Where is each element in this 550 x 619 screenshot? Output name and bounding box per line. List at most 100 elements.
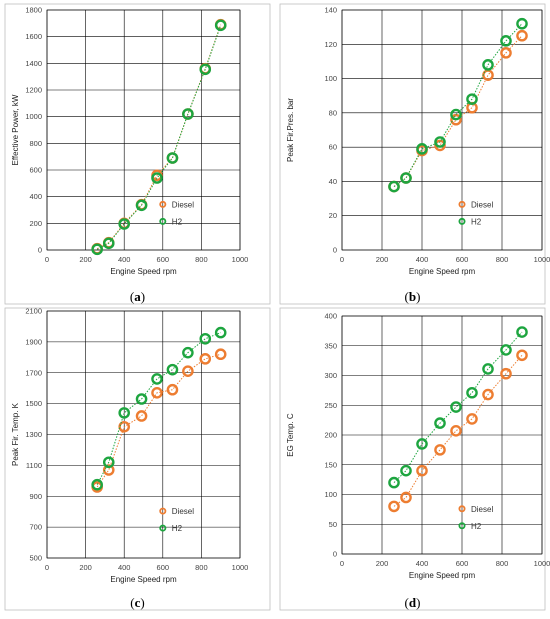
series-line-h2 (96, 25, 222, 250)
x-tick-label: 0 (45, 563, 49, 572)
x-axis-title: Engine Speed rpm (110, 267, 177, 276)
y-tick-label: 1100 (26, 461, 42, 470)
x-tick-label: 800 (195, 255, 208, 264)
y-tick-label: 1300 (25, 430, 42, 439)
panel-frame (4, 307, 271, 611)
y-tick-label: 60 (329, 143, 337, 152)
x-tick-label: 600 (456, 559, 469, 568)
data-point-diesel (102, 464, 115, 476)
x-axis-title: Engine Speed rpm (110, 575, 177, 584)
legend-marker-h2 (159, 217, 167, 225)
x-tick-label: 600 (157, 255, 170, 264)
data-point-h2 (199, 63, 212, 76)
y-axis-title: Peak Fir. Temp. K (11, 402, 20, 466)
legend-marker-diesel (458, 505, 466, 513)
y-tick-label: 600 (29, 166, 42, 175)
data-point-h2 (118, 218, 130, 230)
data-point-h2 (135, 199, 148, 212)
data-point-h2 (482, 363, 494, 375)
x-axis-title: Engine Speed rpm (409, 267, 476, 276)
x-tick-label: 1000 (534, 559, 550, 568)
x-tick-label: 200 (79, 563, 92, 572)
data-point-h2 (91, 243, 103, 256)
legend-marker-diesel (159, 200, 167, 208)
y-tick-label: 0 (333, 550, 337, 559)
data-point-diesel (482, 388, 494, 401)
y-tick-label: 1700 (25, 368, 42, 377)
legend-marker-diesel (159, 507, 167, 515)
data-point-h2 (182, 108, 194, 120)
data-point-h2 (102, 456, 115, 469)
data-point-h2 (416, 438, 428, 450)
y-axis-title: Peak Fir.Pres. bar (286, 98, 295, 162)
data-point-h2 (166, 363, 179, 376)
panel-frame (279, 3, 546, 305)
data-point-h2 (102, 237, 115, 250)
data-point-diesel (118, 420, 130, 433)
panel-label: (c) (130, 595, 144, 610)
y-tick-label: 300 (324, 371, 337, 380)
data-point-diesel (151, 387, 163, 399)
plot-area (46, 9, 241, 251)
data-point-h2 (91, 478, 103, 491)
data-point-h2 (135, 393, 148, 405)
y-tick-label: 250 (324, 401, 337, 410)
data-point-diesel (388, 500, 400, 513)
series-line-h2 (393, 331, 523, 483)
data-point-diesel (450, 113, 462, 126)
y-axis-title: Effective Power, kW (11, 94, 20, 165)
y-tick-label: 140 (324, 6, 337, 15)
series-line-h2 (393, 23, 523, 187)
panel-frame (279, 307, 546, 611)
legend-label-diesel: Diesel (172, 200, 194, 209)
legend-label-h2: H2 (471, 217, 482, 226)
panel-label: (d) (405, 595, 421, 610)
data-point-h2 (416, 143, 428, 155)
data-point-h2 (400, 464, 412, 477)
series-line-diesel (96, 24, 222, 250)
data-point-h2 (516, 17, 528, 30)
y-tick-label: 200 (29, 219, 42, 228)
y-tick-label: 1400 (25, 59, 42, 68)
legend-label-diesel: Diesel (471, 200, 493, 209)
data-point-diesel (500, 47, 512, 59)
legend-marker-diesel (458, 200, 466, 208)
data-point-h2 (482, 59, 494, 71)
y-tick-label: 40 (329, 177, 337, 186)
x-tick-label: 200 (79, 255, 92, 264)
legend-label-h2: H2 (172, 524, 183, 533)
chart-panel-c: 500 700 900 1100 1300 1500 1700 1900 2100 0 200 400… (4, 307, 271, 611)
data-point-diesel (135, 410, 148, 422)
data-point-diesel (516, 349, 528, 362)
y-tick-label: 700 (29, 523, 42, 532)
data-point-h2 (388, 180, 400, 193)
series-line-diesel (96, 353, 221, 488)
data-point-h2 (166, 152, 179, 164)
y-tick-label: 400 (29, 192, 42, 201)
legend-marker-h2 (159, 524, 167, 532)
chart-panel-a: 0 200 400 600 800 1000 1200 1400 1600 1800 0 200 400… (4, 3, 271, 305)
y-tick-label: 200 (324, 431, 337, 440)
data-point-h2 (151, 373, 163, 385)
x-tick-label: 800 (195, 563, 208, 572)
panel-label: (b) (405, 289, 421, 304)
x-tick-label: 0 (45, 255, 49, 264)
data-point-h2 (434, 136, 446, 148)
data-point-h2 (182, 346, 194, 359)
panel-frame (4, 3, 271, 305)
data-point-diesel (434, 444, 446, 456)
y-tick-label: 1200 (25, 86, 42, 95)
data-point-diesel (416, 464, 428, 477)
legend-marker-h2 (458, 217, 466, 225)
y-axis-title: EG Temp. C (286, 413, 295, 457)
data-point-diesel (400, 491, 412, 504)
x-tick-label: 600 (456, 255, 469, 264)
data-point-h2 (466, 93, 478, 105)
data-point-diesel (500, 367, 512, 380)
x-tick-label: 1000 (232, 255, 249, 264)
x-tick-label: 400 (118, 255, 131, 264)
data-point-diesel (214, 348, 227, 361)
y-tick-label: 80 (329, 108, 337, 117)
